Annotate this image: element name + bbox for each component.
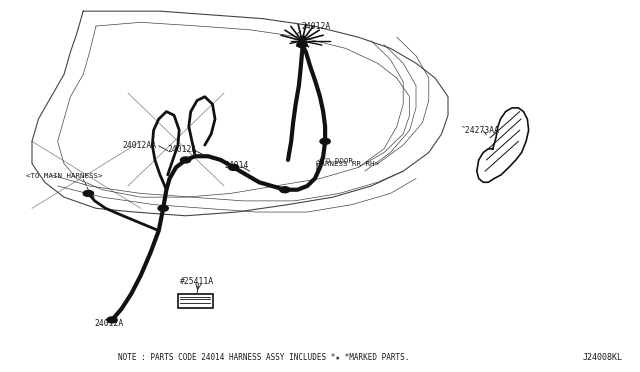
Text: HARNESS RR RH>: HARNESS RR RH> xyxy=(316,161,378,167)
Circle shape xyxy=(297,42,307,48)
Circle shape xyxy=(107,317,117,323)
Text: <TO MAIN HARNESS>: <TO MAIN HARNESS> xyxy=(26,173,102,179)
Circle shape xyxy=(180,157,191,163)
FancyBboxPatch shape xyxy=(177,294,212,308)
Text: 24014: 24014 xyxy=(224,161,248,170)
Circle shape xyxy=(83,190,93,196)
Text: #25411A: #25411A xyxy=(180,278,214,286)
Text: 24012A: 24012A xyxy=(301,22,331,31)
Text: 24012AA: 24012AA xyxy=(123,141,157,150)
Text: <TO DOOR: <TO DOOR xyxy=(317,158,353,164)
Circle shape xyxy=(320,138,330,144)
Text: 24012A: 24012A xyxy=(168,145,197,154)
Text: 24012A: 24012A xyxy=(95,319,124,328)
Circle shape xyxy=(228,164,239,170)
Circle shape xyxy=(158,205,168,211)
Text: NOTE : PARTS CODE 24014 HARNESS ASSY INCLUDES *★ *MARKED PARTS.: NOTE : PARTS CODE 24014 HARNESS ASSY INC… xyxy=(118,353,410,362)
Text: J24008KL: J24008KL xyxy=(582,353,622,362)
Circle shape xyxy=(280,187,290,193)
Text: ‶24273AA: ‶24273AA xyxy=(461,126,500,135)
